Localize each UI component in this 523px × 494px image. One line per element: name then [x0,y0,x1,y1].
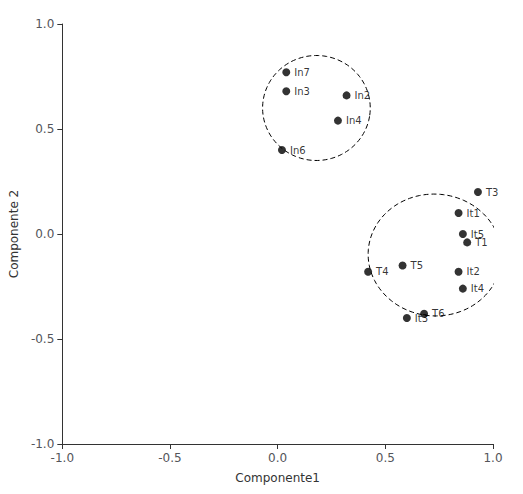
svg-text:In2: In2 [355,90,371,101]
svg-text:0.0: 0.0 [268,451,287,465]
svg-text:T4: T4 [375,266,388,277]
svg-text:In6: In6 [290,145,306,156]
svg-text:T6: T6 [431,308,444,319]
svg-text:Componente 2: Componente 2 [7,190,21,279]
svg-text:T5: T5 [410,260,423,271]
svg-text:-1.0: -1.0 [31,437,54,451]
svg-text:It5: It5 [470,228,485,240]
svg-text:It1: It1 [467,208,480,219]
svg-text:Componente1: Componente1 [235,471,320,485]
svg-text:1.0: 1.0 [483,451,502,465]
svg-text:-0.5: -0.5 [158,451,181,465]
svg-text:In3: In3 [294,86,310,97]
svg-text:-1.0: -1.0 [51,451,74,465]
svg-text:1.0: 1.0 [35,17,54,31]
svg-text:In7: In7 [294,67,310,78]
svg-text:T1: T1 [474,237,487,248]
svg-text:It3: It3 [415,313,428,324]
svg-text:0.5: 0.5 [35,122,54,136]
svg-text:0.5: 0.5 [376,451,395,465]
svg-text:-0.5: -0.5 [31,332,54,346]
svg-text:In4: In4 [346,115,362,126]
svg-text:It4: It4 [471,283,484,294]
svg-text:It2: It2 [467,266,480,277]
svg-text:T3: T3 [485,187,498,198]
svg-text:0.0: 0.0 [35,227,54,241]
